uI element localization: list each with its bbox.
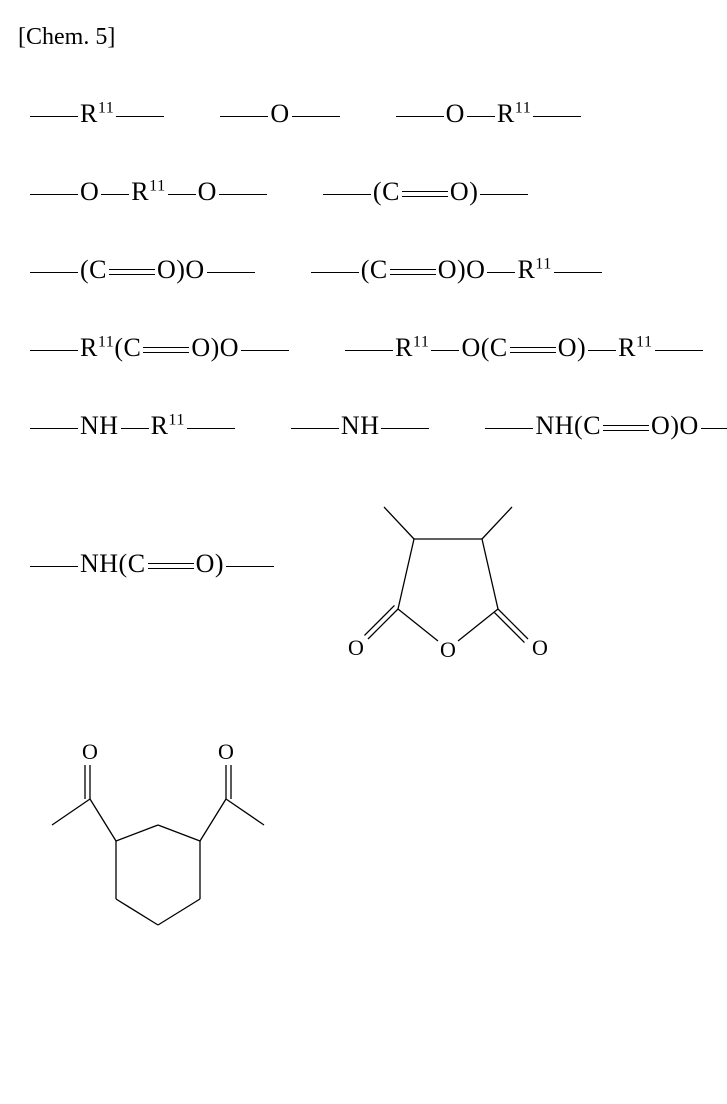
fragment-row: O O xyxy=(18,729,709,959)
svg-text:O: O xyxy=(218,739,234,764)
fragments-container: R11OOR11OR11O(CO)(CO)O(CO)OR11R11(CO)OR1… xyxy=(18,99,709,959)
fragment-row: R11(CO)O R11O(CO)R11 xyxy=(18,333,709,363)
chemical-fragment: NHR11 xyxy=(28,411,237,441)
chemical-fragment: R11O(CO)R11 xyxy=(343,333,704,363)
chemical-fragment: O xyxy=(218,99,341,129)
chemical-fragment: R11(CO)O xyxy=(28,333,291,363)
svg-text:O: O xyxy=(440,637,456,662)
fragment-row: (CO)O (CO)OR11 xyxy=(18,255,709,285)
chemical-fragment: (CO)O xyxy=(28,255,257,285)
chemical-fragment: (CO)OR11 xyxy=(309,255,604,285)
fragment-row: NH(CO) O O O xyxy=(18,489,709,689)
cyclohexane-diketone-structure: O O xyxy=(28,729,288,959)
svg-text:O: O xyxy=(532,635,548,660)
chemical-fragment: NH(CO)O xyxy=(483,411,727,441)
chemical-fragment: R11 xyxy=(28,99,166,129)
chemical-fragment: NH(CO) xyxy=(28,549,276,579)
fragment-row: OR11O (CO) xyxy=(18,177,709,207)
svg-text:O: O xyxy=(82,739,98,764)
fragment-row: R11 O OR11 xyxy=(18,99,709,129)
anhydride-wrap: O O O xyxy=(328,489,568,689)
figure-label: [Chem. 5] xyxy=(18,24,709,51)
chemical-fragment: OR11O xyxy=(28,177,269,207)
fragment-row: NHR11NHNH(CO)O xyxy=(18,411,709,441)
cyclohexane_diketone-wrap: O O xyxy=(28,729,288,959)
svg-text:O: O xyxy=(348,635,364,660)
chemical-fragment: NH xyxy=(289,411,432,441)
chemical-fragment: OR11 xyxy=(394,99,584,129)
anhydride-structure: O O O xyxy=(328,489,568,689)
chemical-fragment: (CO) xyxy=(321,177,530,207)
